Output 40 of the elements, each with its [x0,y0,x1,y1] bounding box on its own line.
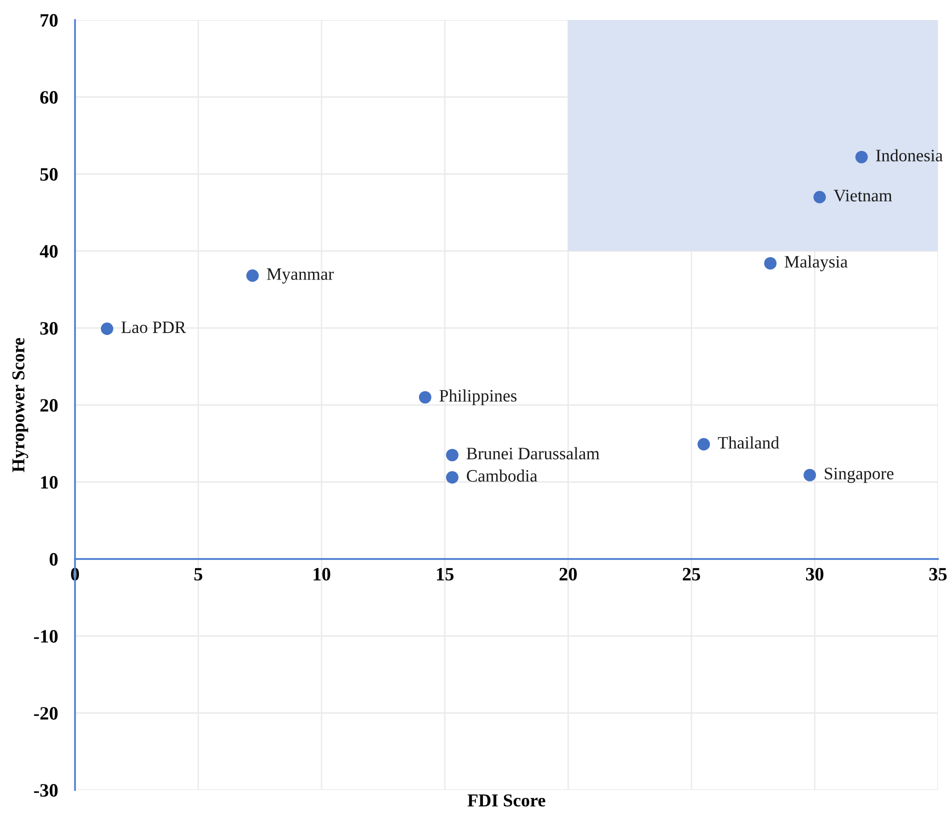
y-tick-label: 20 [40,399,58,412]
x-tick-label: 15 [436,568,454,581]
x-tick-label: 35 [929,568,947,581]
y-tick-label: 70 [40,14,58,27]
x-tick-label: 5 [194,568,202,581]
data-label: Singapore [824,468,894,483]
y-tick-label: -10 [34,630,58,643]
point [446,448,458,462]
point [698,438,710,450]
data-label: Myanmar [266,268,334,284]
point [246,269,259,282]
data-label: Malaysia [784,255,848,272]
data-label: Thailand [718,436,780,449]
point [764,257,777,270]
data-label: Cambodia [466,470,538,482]
point [813,190,826,204]
point [418,391,432,404]
point [446,471,458,484]
data-label: Philippines [440,389,517,406]
y-tick-label: 60 [40,91,58,104]
point [100,322,114,335]
y-tick-label: 50 [40,168,58,181]
y-tick-label: 0 [50,553,58,566]
point [804,468,816,482]
y-tick-label: 30 [40,322,58,335]
data-label: Lao PDR [121,322,186,334]
x-tick-label: 10 [314,568,330,581]
x-tick-label: 30 [806,568,824,581]
y-tick-label: 10 [41,476,58,489]
x-axis-title: FDI Score [468,794,546,807]
data-label: Brunei Darussalam [466,447,600,460]
data-label: Vietnam [834,190,892,202]
x-tick-label: 25 [682,568,700,581]
y-axis-title: Hyropower Score [12,338,28,472]
y-tick-label: -20 [34,707,58,720]
x-tick-label: 20 [560,568,577,581]
data-label: Indonesia [876,149,943,162]
y-tick-label: -30 [34,784,58,797]
y-tick-label: 40 [40,245,58,258]
point [855,150,868,164]
